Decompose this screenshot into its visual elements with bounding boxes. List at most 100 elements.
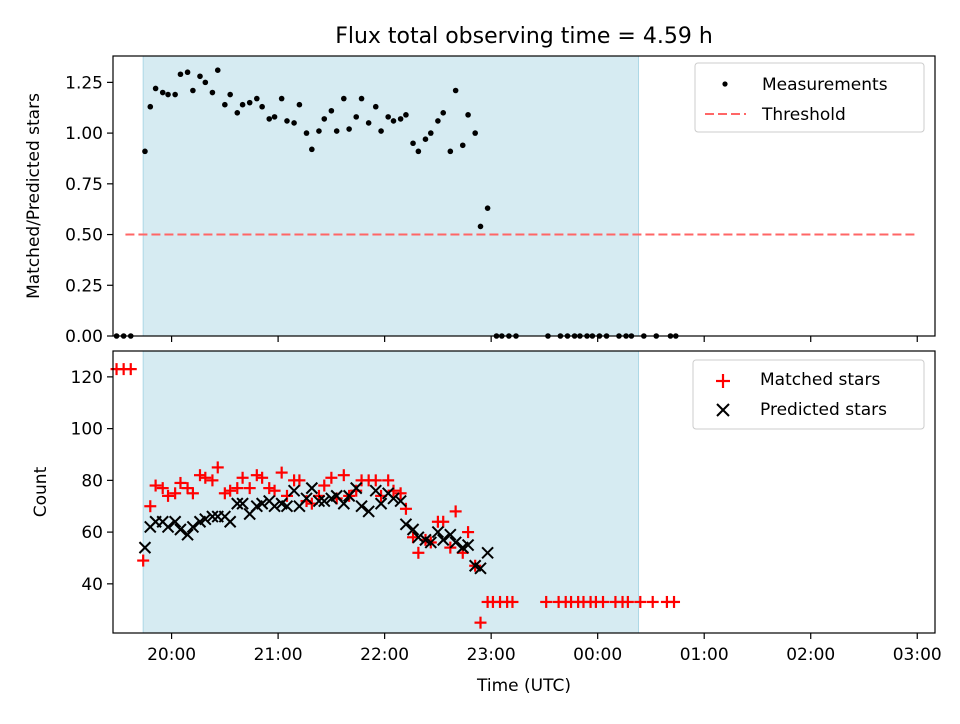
matched-star-point bbox=[193, 469, 206, 482]
count-x-tick-label: 03:00 bbox=[893, 645, 942, 665]
predicted-star-point bbox=[199, 512, 212, 526]
matched-star-point bbox=[506, 595, 519, 608]
measurement-point bbox=[353, 114, 360, 120]
measurement-point bbox=[209, 89, 216, 96]
measurement-point bbox=[303, 130, 310, 136]
predicted-star-point bbox=[406, 523, 420, 536]
measurement-point bbox=[390, 118, 397, 124]
matched-star-point bbox=[243, 482, 256, 495]
measurement-point bbox=[197, 73, 203, 80]
measurement-point bbox=[266, 116, 273, 122]
count-y-axis: 40 60 80 100 120 bbox=[71, 368, 113, 595]
measurement-point bbox=[328, 107, 335, 114]
count-y-tick-label: 100 bbox=[71, 420, 103, 440]
count-x-tick-label: 02:00 bbox=[786, 645, 835, 665]
matched-star-point bbox=[250, 469, 263, 482]
count-legend-box bbox=[692, 359, 925, 430]
measurement-point bbox=[254, 95, 260, 102]
matched-star-point bbox=[325, 471, 338, 484]
predicted-star-point bbox=[138, 541, 152, 554]
matched-star-point bbox=[437, 515, 450, 528]
predicted-star-point bbox=[374, 497, 388, 510]
ratio-y-tick-label: 1.25 bbox=[65, 73, 103, 93]
measurement-point bbox=[340, 95, 347, 102]
measurement-point bbox=[222, 101, 228, 108]
measurement-point bbox=[271, 114, 278, 120]
matched-star-point bbox=[280, 489, 293, 502]
measurement-point bbox=[309, 146, 315, 153]
measurement-point bbox=[447, 148, 454, 155]
measurement-point bbox=[147, 103, 154, 110]
predicted-star-point bbox=[444, 528, 457, 541]
predicted-star-point bbox=[231, 497, 244, 510]
measurement-point bbox=[397, 116, 404, 122]
measurement-point bbox=[346, 126, 352, 132]
predicted-star-point bbox=[161, 520, 175, 534]
measurement-point bbox=[142, 148, 148, 155]
chart-title: Flux total observing time = 4.59 h bbox=[335, 24, 713, 49]
ratio-y-tick-label: 0.50 bbox=[65, 226, 103, 246]
predicted-star-point bbox=[174, 523, 187, 536]
matched-star-point bbox=[263, 482, 276, 495]
ratio-legend-box bbox=[694, 62, 925, 133]
matched-star-point bbox=[318, 479, 331, 492]
measurement-point bbox=[278, 95, 285, 102]
measurement-point bbox=[385, 114, 391, 120]
predicted-star-point bbox=[236, 497, 249, 510]
matched-star-point bbox=[293, 474, 306, 487]
matched-star-point bbox=[668, 595, 681, 608]
measurement-point bbox=[378, 128, 384, 134]
predicted-star-point bbox=[255, 497, 269, 510]
predicted-star-point bbox=[431, 525, 445, 539]
count-y-tick-label: 120 bbox=[71, 368, 103, 388]
predicted-star-point bbox=[206, 510, 219, 523]
predicted-star-point bbox=[223, 515, 237, 528]
measurement-point bbox=[202, 79, 209, 86]
measurement-point bbox=[259, 103, 265, 110]
ratio-y-tick-label: 0.00 bbox=[65, 327, 103, 347]
count-y-label: Count bbox=[31, 466, 51, 517]
measurement-point bbox=[159, 89, 166, 96]
count-y-tick-label: 40 bbox=[81, 575, 103, 595]
matched-star-point bbox=[621, 595, 634, 608]
matched-star-point bbox=[268, 484, 281, 497]
measurement-point bbox=[422, 136, 429, 142]
count-legend: Matched stars Predicted stars bbox=[692, 359, 925, 430]
predicted-legend-label: Predicted stars bbox=[760, 400, 887, 420]
measurement-point bbox=[440, 110, 447, 116]
measurement-point bbox=[403, 112, 409, 118]
measurement-point bbox=[477, 223, 484, 230]
measurement-point bbox=[284, 118, 290, 124]
measurement-point bbox=[435, 118, 441, 124]
matched-star-point bbox=[369, 474, 382, 487]
predicted-star-point bbox=[268, 500, 281, 513]
measurement-point bbox=[291, 120, 297, 126]
count-y-tick-label: 80 bbox=[81, 471, 103, 491]
count-x-tick-label: 00:00 bbox=[573, 645, 622, 665]
matched-star-point bbox=[412, 546, 425, 559]
predicted-star-point bbox=[437, 533, 450, 547]
predicted-star-point bbox=[181, 528, 194, 541]
predicted-star-point bbox=[369, 484, 382, 497]
count-x-axis: 20:00 21:00 22:00 23:00 00:00 01:00 02:00 03:00 bbox=[147, 633, 942, 665]
matched-star-point bbox=[137, 554, 150, 567]
threshold-legend-label: Threshold bbox=[761, 105, 846, 125]
count-points bbox=[110, 363, 681, 629]
matched-legend-label: Matched stars bbox=[760, 370, 880, 390]
matched-star-point bbox=[634, 595, 647, 608]
predicted-star-point bbox=[387, 492, 400, 505]
measurement-point bbox=[321, 116, 328, 122]
measurement-point bbox=[165, 91, 171, 98]
matched-star-point bbox=[275, 466, 288, 479]
measurement-point bbox=[296, 101, 303, 108]
matched-star-point bbox=[236, 471, 249, 484]
measurement-point bbox=[372, 103, 379, 110]
measurements-legend-label: Measurements bbox=[762, 75, 888, 95]
x-axis-label: Time (UTC) bbox=[476, 676, 571, 696]
matched-legend-marker bbox=[716, 374, 730, 388]
matched-star-point bbox=[597, 595, 610, 608]
measurement-point bbox=[465, 112, 471, 118]
matched-star-point bbox=[540, 595, 553, 608]
matched-star-point bbox=[231, 482, 244, 495]
ratio-panel-frame bbox=[112, 55, 936, 337]
